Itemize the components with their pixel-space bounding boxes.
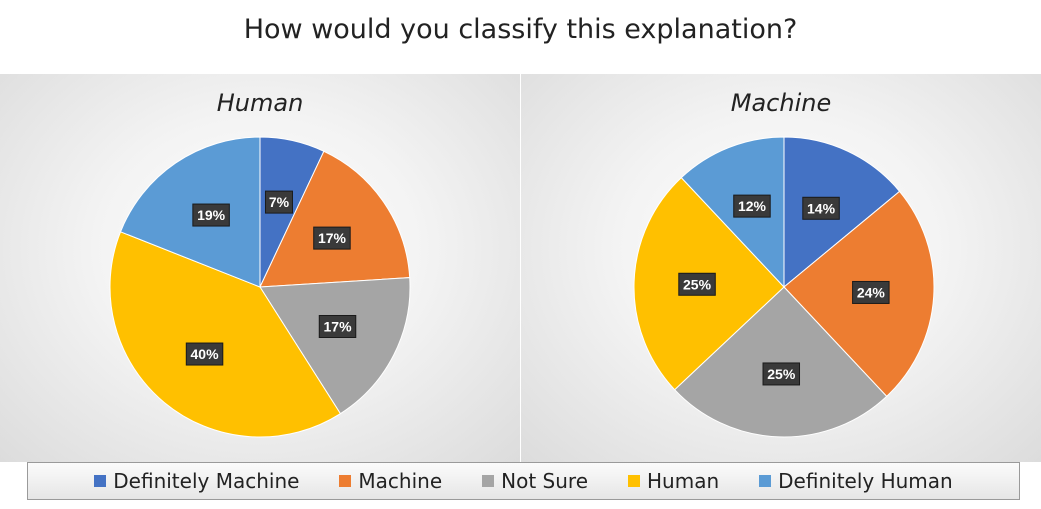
- data-label-box: [802, 196, 840, 220]
- pie-slice-definitely-human: [119, 136, 261, 288]
- data-label-box: [318, 314, 357, 338]
- data-label-box: [733, 194, 771, 218]
- data-label: 25%: [683, 276, 712, 292]
- data-label-box: [852, 280, 890, 304]
- pie-panel-human: Human 7% 17% 17% 40% 19%: [0, 74, 520, 462]
- legend-swatch: [759, 475, 772, 487]
- pie-title-human: Human: [216, 89, 304, 117]
- chart-title: How would you classify this explanation?: [243, 14, 798, 45]
- legend-item-not-sure: Not Sure: [482, 469, 588, 493]
- data-label: 24%: [857, 284, 886, 300]
- pie-slice-definitely-human: [680, 136, 785, 289]
- pie-slice-machine: [259, 150, 411, 288]
- legend-label: Human: [647, 469, 720, 493]
- pie-title-machine: Machine: [730, 89, 832, 117]
- data-label-box: [313, 226, 351, 250]
- data-label: 19%: [197, 207, 226, 223]
- pie-chart-human: 7% 17% 17% 40% 19%: [109, 136, 411, 438]
- data-label-box: [678, 272, 716, 296]
- pie-slice-human: [109, 231, 342, 438]
- legend-item-definitely-machine: Definitely Machine: [94, 469, 299, 493]
- data-label: 25%: [767, 366, 796, 382]
- legend-item-machine: Machine: [339, 469, 442, 493]
- data-label: 40%: [191, 346, 220, 362]
- pie-chart-machine: 14% 24% 25% 25% 12%: [633, 136, 935, 438]
- legend-swatch: [94, 475, 107, 487]
- legend-label: Definitely Human: [778, 469, 953, 493]
- legend-swatch: [482, 475, 495, 487]
- pie-slice-not-sure: [673, 286, 888, 438]
- data-label-box: [762, 362, 801, 386]
- legend-label: Definitely Machine: [113, 469, 300, 493]
- legend-item-definitely-human: Definitely Human: [759, 469, 953, 493]
- pie-panel-machine: Machine 14% 24% 25% 25% 12%: [521, 74, 1041, 462]
- data-label-box: [192, 203, 230, 227]
- pie-slice-definitely-machine: [783, 136, 901, 289]
- data-label: 17%: [324, 318, 353, 334]
- legend-swatch: [628, 475, 641, 487]
- data-label: 7%: [269, 194, 290, 210]
- legend-label: Not Sure: [501, 469, 589, 493]
- data-label: 17%: [318, 230, 347, 246]
- data-label: 14%: [807, 200, 836, 216]
- legend-label: Machine: [358, 469, 443, 493]
- legend-swatch: [339, 475, 352, 487]
- data-label-box: [185, 342, 224, 366]
- data-label-box: [264, 190, 293, 214]
- legend-item-human: Human: [628, 469, 719, 493]
- legend: Definitely Machine Machine Not Sure Huma…: [27, 462, 1020, 500]
- data-label: 12%: [738, 198, 767, 214]
- pie-slice-not-sure: [259, 277, 411, 415]
